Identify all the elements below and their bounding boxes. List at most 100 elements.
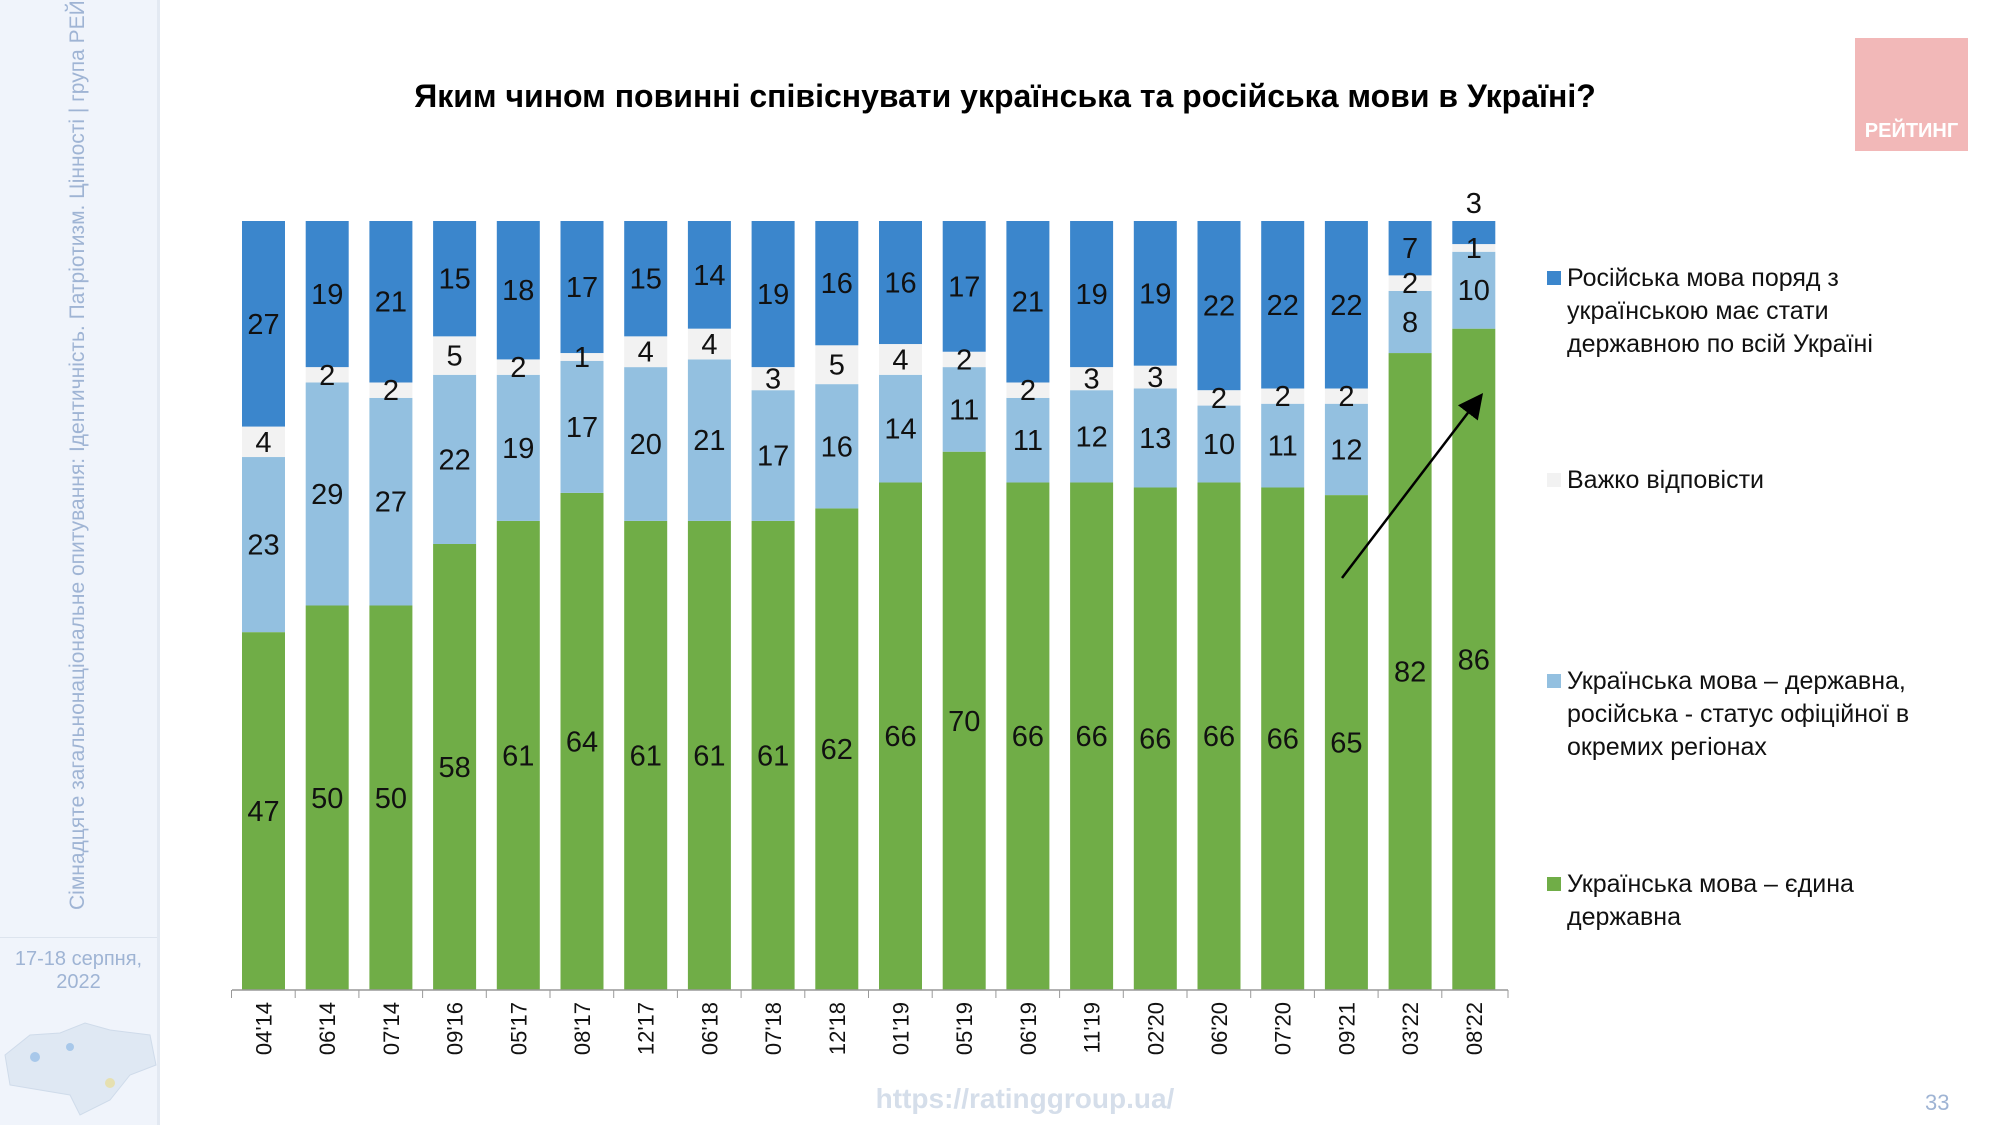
data-label: 19 [1139,278,1171,310]
bar-segment-official-regions [1197,405,1241,483]
data-label: 12 [1075,421,1107,453]
data-label: 61 [757,740,789,772]
data-label: 1 [574,342,590,374]
data-label: 11 [1013,425,1043,457]
divider [0,937,157,938]
data-label: 61 [630,740,662,772]
data-label: 66 [1203,721,1235,753]
data-label: 66 [884,721,916,753]
bar-segment-ukrainian-only [242,632,285,990]
data-label: 21 [693,425,725,457]
data-label: 50 [375,783,407,815]
sidebar: Сімнадцяте загальнонаціональне опитуванн… [0,0,160,1125]
data-label: 2 [1020,375,1036,407]
x-tick-label: 07'18 [761,1002,786,1055]
bar-segment-official-regions [1452,251,1496,329]
ukraine-map-icon [4,1022,157,1116]
data-label: 29 [311,479,343,511]
x-tick-label: 01'19 [889,1002,914,1055]
data-label: 16 [821,431,853,463]
legend-item-official-regions: Українська мова – державна, російська - … [1547,665,1967,764]
bar-segment-ukrainian-only [1006,482,1050,990]
bar-segment-ukrainian-only [942,451,986,990]
x-tick-label: 09'16 [443,1002,468,1055]
legend-item-hard-to-say: Важко відповісти [1547,464,1967,497]
x-tick-label: 06'19 [1016,1002,1041,1055]
data-label: 61 [693,740,725,772]
bar-segment-hard-to-say [433,336,477,375]
data-label: 18 [502,275,534,307]
bar-segment-hard-to-say [1261,388,1305,404]
data-label: 2 [956,344,972,376]
bar-segment-hard-to-say [879,344,922,375]
data-label: 14 [884,414,916,446]
chart-title: Яким чином повинні співіснувати українсь… [414,78,1596,114]
data-label: 70 [948,706,980,738]
legend-swatch [1547,674,1561,688]
data-label: 22 [1330,290,1362,322]
bar-segment-hard-to-say [1070,367,1114,391]
page-number: 33 [1925,1090,1950,1115]
data-label: 61 [502,740,534,772]
x-tick-label: 02'20 [1143,1002,1168,1055]
x-tick-label: 05'17 [506,1002,531,1055]
bar-segment-russian-state [369,221,413,383]
bar-segment-russian-state [815,221,859,346]
x-tick-label: 12'18 [825,1002,850,1055]
data-label: 8 [1402,307,1418,339]
logo-text: РЕЙТИНГ [1864,120,1959,142]
bar-segment-hard-to-say [1133,365,1177,389]
bar-segment-russian-state [942,221,986,352]
data-label: 2 [510,352,526,384]
x-tick-label: 09'21 [1334,1002,1359,1055]
x-tick-label: 08'17 [570,1002,595,1055]
bar-segment-russian-state [1006,221,1050,383]
data-label: 4 [892,344,908,376]
bar-segment-russian-state [1324,221,1368,389]
bar-segment-ukrainian-only [687,520,731,990]
bar-segment-russian-state [879,221,922,345]
data-label: 19 [757,279,789,311]
bar-segment-official-regions [879,374,922,483]
data-label: 5 [447,341,463,373]
legend-swatch [1547,877,1561,891]
data-label: 50 [311,783,343,815]
bar-segment-ukrainian-only [560,492,604,990]
bar-segment-hard-to-say [242,426,285,458]
bar-segment-official-regions [1324,403,1368,496]
bar-segment-ukrainian-only [1388,353,1432,990]
data-label: 47 [247,796,279,828]
data-label: 2 [1211,383,1227,415]
data-label: 5 [829,350,845,382]
trend-arrow [1341,393,1484,579]
data-label: 17 [566,412,598,444]
bar-segment-official-regions [687,359,731,521]
bar-segment-ukrainian-only [815,508,859,990]
data-label: 10 [1203,429,1235,461]
rating-logo: РЕЙТИНГ [1855,38,1968,151]
data-label: 19 [502,433,534,465]
data-label: 4 [701,329,717,361]
bar-segment-official-regions [751,390,795,521]
data-label: 15 [438,264,470,296]
bar-segment-ukrainian-only [624,520,668,990]
data-label: 66 [1139,724,1171,756]
legend-item-ukrainian-only: Українська мова – єдина державна [1547,868,1967,934]
bar-segment-ukrainian-only [751,520,795,990]
x-tick-label: 06'14 [315,1002,340,1055]
bar-segment-russian-state [624,221,668,337]
data-label: 2 [1402,268,1418,300]
data-label: 2 [383,375,399,407]
bar-segment-russian-state [1261,221,1305,389]
data-label: 11 [949,394,979,426]
data-label: 23 [247,530,279,562]
bar-segment-official-regions [815,384,859,509]
bar-segment-russian-state [687,221,731,329]
bar-segment-hard-to-say [1324,388,1368,404]
x-tick-label: 12'17 [634,1002,659,1055]
x-tick-label: 07'20 [1271,1002,1296,1055]
bar-segment-ukrainian-only [496,520,540,990]
website-link[interactable]: https://ratinggroup.ua/ [875,1083,1175,1114]
x-tick-label: 08'22 [1462,1002,1487,1055]
